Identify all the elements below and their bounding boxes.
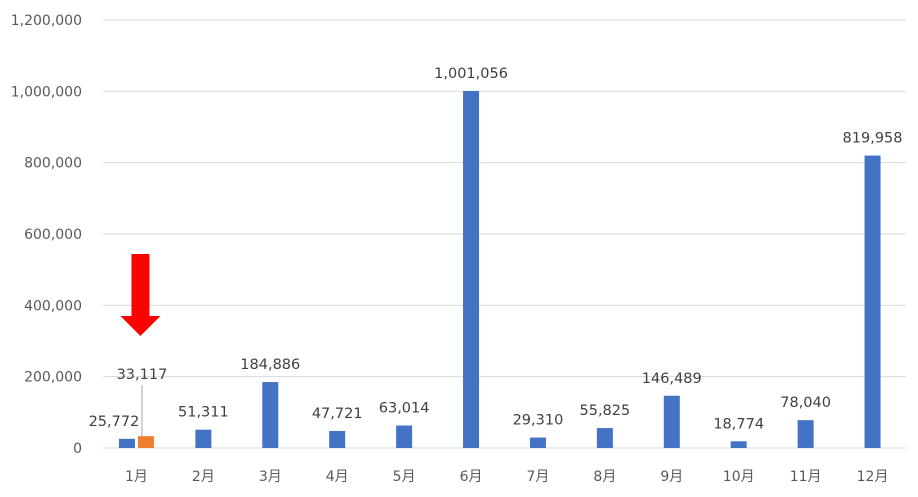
x-axis-tick-labels: 1月 2月 3月 4月 5月 6月 7月 8月 9月 10月 11月 12月 xyxy=(125,469,888,485)
x-tick-label: 10月 xyxy=(723,469,755,485)
x-tick-label: 11月 xyxy=(790,469,822,485)
x-tick-label: 6月 xyxy=(460,469,483,485)
bar xyxy=(529,437,546,448)
y-axis-tick-labels: 0 200,000 400,000 600,000 800,000 1,000,000 1,… xyxy=(11,13,82,457)
x-tick-label: 2月 xyxy=(192,469,215,485)
bar xyxy=(118,438,135,448)
x-tick-label: 5月 xyxy=(393,469,416,485)
bar xyxy=(262,382,279,448)
x-tick-label: 3月 xyxy=(259,469,282,485)
x-tick-label: 9月 xyxy=(660,469,683,485)
y-tick-label: 800,000 xyxy=(24,156,82,172)
bar xyxy=(663,395,680,448)
bars xyxy=(118,90,881,448)
bar xyxy=(463,90,480,448)
data-labels: 25,772 33,117 51,311 184,886 47,721 63,014 1,0… xyxy=(89,66,903,437)
x-tick-label: 12月 xyxy=(857,469,889,485)
x-tick-label: 7月 xyxy=(526,469,549,485)
data-label: 55,825 xyxy=(580,403,631,419)
bar xyxy=(596,428,613,448)
annotation-arrow xyxy=(120,254,161,336)
bar xyxy=(396,425,413,448)
bar xyxy=(329,430,346,448)
data-label: 184,886 xyxy=(240,357,300,373)
bar xyxy=(864,155,881,448)
data-label: 51,311 xyxy=(178,405,229,421)
data-label: 29,310 xyxy=(513,413,564,429)
data-label: 146,489 xyxy=(642,371,702,387)
data-label: 18,774 xyxy=(713,416,764,432)
bar xyxy=(797,420,814,448)
y-tick-label: 200,000 xyxy=(24,370,82,386)
data-label: 25,772 xyxy=(89,414,140,430)
y-tick-label: 1,200,000 xyxy=(11,13,82,29)
y-tick-label: 1,000,000 xyxy=(11,84,82,100)
data-label: 47,721 xyxy=(312,406,363,422)
red-down-arrow-icon xyxy=(120,254,161,336)
y-tick-label: 600,000 xyxy=(24,227,82,243)
data-label: 1,001,056 xyxy=(434,66,508,82)
y-tick-label: 400,000 xyxy=(24,298,82,314)
x-tick-label: 4月 xyxy=(326,469,349,485)
gridlines xyxy=(103,19,906,449)
x-tick-label: 8月 xyxy=(593,469,616,485)
bar xyxy=(195,429,212,448)
data-label: 78,040 xyxy=(780,395,831,411)
data-label: 819,958 xyxy=(843,131,903,147)
bar-highlight xyxy=(137,436,154,448)
data-label: 33,117 xyxy=(117,367,168,383)
x-tick-label: 1月 xyxy=(125,469,148,485)
y-tick-label: 0 xyxy=(73,441,82,457)
data-label: 63,014 xyxy=(379,401,430,417)
bar xyxy=(730,441,747,448)
